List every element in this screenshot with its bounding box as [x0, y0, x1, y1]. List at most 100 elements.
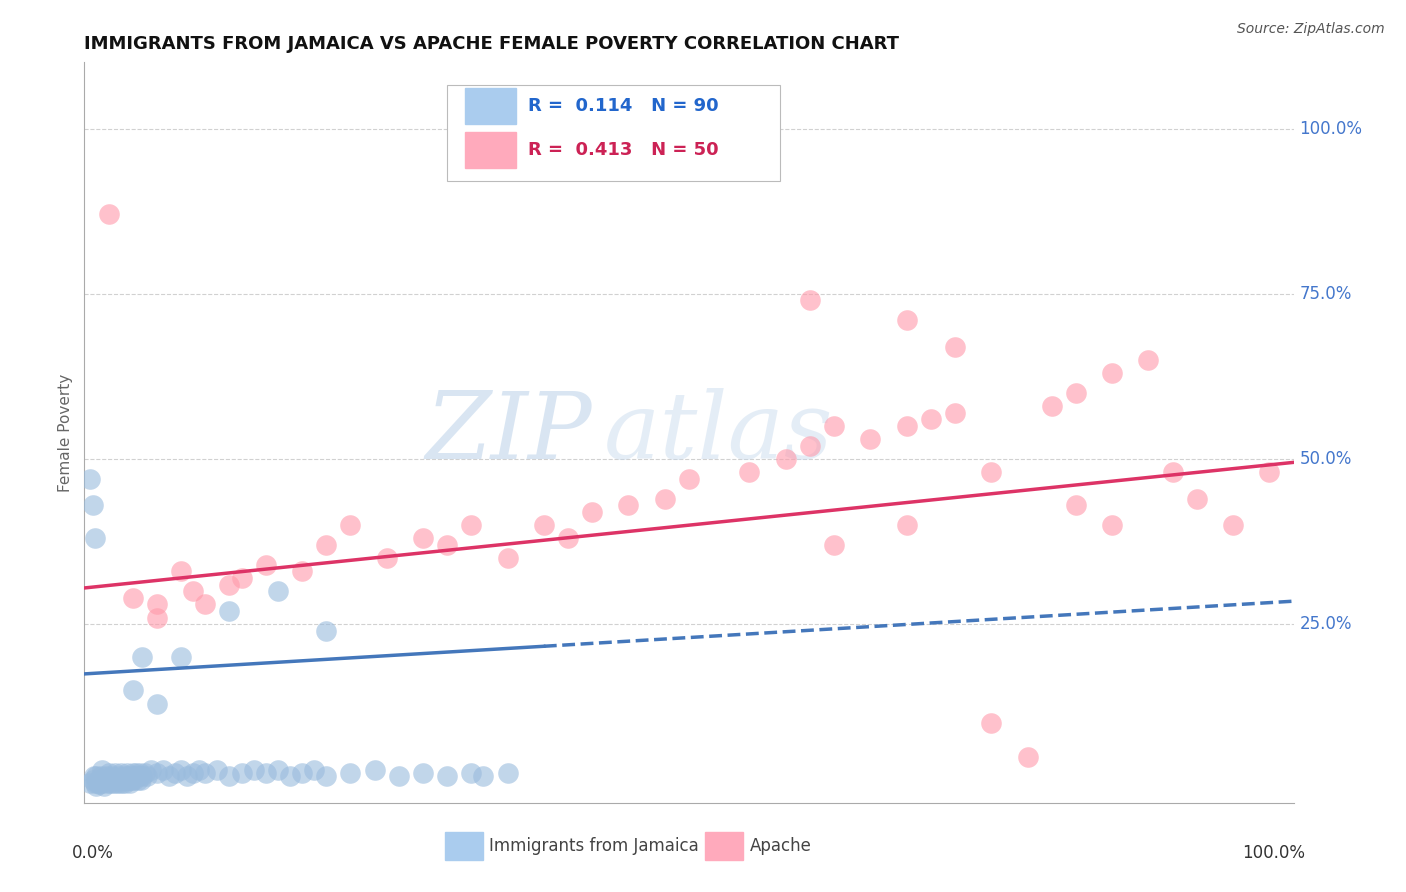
Point	[1137, 352, 1160, 367]
Point	[339, 518, 361, 533]
Point	[472, 769, 495, 783]
Point	[533, 518, 555, 533]
Point	[170, 763, 193, 777]
Point	[114, 776, 136, 790]
Point	[738, 465, 761, 479]
Point	[943, 406, 966, 420]
Point	[799, 439, 821, 453]
Point	[278, 769, 301, 783]
Point	[231, 571, 253, 585]
Point	[104, 776, 127, 790]
Point	[115, 772, 138, 787]
Point	[436, 769, 458, 783]
Point	[896, 313, 918, 327]
Point	[496, 551, 519, 566]
Text: 50.0%: 50.0%	[1299, 450, 1353, 468]
Point	[896, 518, 918, 533]
Point	[496, 766, 519, 780]
Point	[678, 472, 700, 486]
Point	[129, 766, 152, 780]
Point	[775, 452, 797, 467]
Point	[315, 538, 337, 552]
Point	[1185, 491, 1208, 506]
Point	[110, 772, 132, 787]
Point	[412, 532, 434, 546]
Point	[218, 577, 240, 591]
Point	[1101, 518, 1123, 533]
Point	[121, 772, 143, 787]
Point	[291, 766, 314, 780]
Point	[152, 763, 174, 777]
Text: 100.0%: 100.0%	[1243, 844, 1306, 862]
Text: Apache: Apache	[749, 837, 811, 855]
Point	[315, 769, 337, 783]
Point	[79, 776, 101, 790]
Point	[93, 779, 115, 793]
Text: 0.0%: 0.0%	[72, 844, 114, 862]
Point	[1040, 399, 1063, 413]
Point	[139, 763, 162, 777]
Point	[157, 769, 180, 783]
Point	[920, 412, 942, 426]
Point	[131, 650, 153, 665]
Point	[82, 772, 104, 787]
Point	[122, 772, 145, 787]
Point	[84, 532, 107, 546]
Point	[86, 776, 108, 790]
Point	[581, 505, 603, 519]
FancyBboxPatch shape	[465, 88, 516, 124]
Point	[165, 766, 187, 780]
Point	[1064, 386, 1087, 401]
Point	[121, 769, 143, 783]
Text: Immigrants from Jamaica: Immigrants from Jamaica	[489, 837, 699, 855]
Point	[100, 772, 122, 787]
Point	[120, 776, 142, 790]
Point	[112, 769, 135, 783]
Point	[176, 769, 198, 783]
Point	[315, 624, 337, 638]
Point	[84, 776, 107, 790]
Point	[1101, 366, 1123, 380]
Point	[194, 598, 217, 612]
Point	[460, 766, 482, 780]
Point	[87, 777, 110, 791]
Point	[181, 766, 204, 780]
Point	[121, 683, 143, 698]
Point	[128, 769, 150, 783]
Point	[412, 766, 434, 780]
Point	[86, 779, 108, 793]
FancyBboxPatch shape	[704, 832, 744, 860]
Point	[83, 769, 105, 783]
Point	[111, 776, 134, 790]
Point	[1017, 749, 1039, 764]
Point	[436, 538, 458, 552]
Point	[231, 766, 253, 780]
Point	[134, 766, 156, 780]
Point	[1064, 499, 1087, 513]
Point	[118, 772, 141, 787]
Point	[267, 584, 290, 599]
Point	[96, 776, 118, 790]
Point	[110, 766, 132, 780]
Point	[980, 716, 1002, 731]
Point	[181, 584, 204, 599]
Point	[146, 697, 169, 711]
Point	[98, 776, 121, 790]
Point	[146, 766, 169, 780]
Point	[97, 766, 120, 780]
Point	[105, 772, 128, 787]
Point	[146, 611, 169, 625]
Point	[1258, 465, 1281, 479]
Point	[823, 538, 845, 552]
Point	[943, 340, 966, 354]
Point	[121, 591, 143, 605]
Text: R =  0.413   N = 50: R = 0.413 N = 50	[529, 141, 718, 160]
Text: 25.0%: 25.0%	[1299, 615, 1353, 633]
Point	[207, 763, 229, 777]
Point	[339, 766, 361, 780]
Point	[89, 772, 111, 787]
Point	[302, 763, 325, 777]
Point	[194, 766, 217, 780]
Point	[799, 293, 821, 308]
Point	[79, 472, 101, 486]
